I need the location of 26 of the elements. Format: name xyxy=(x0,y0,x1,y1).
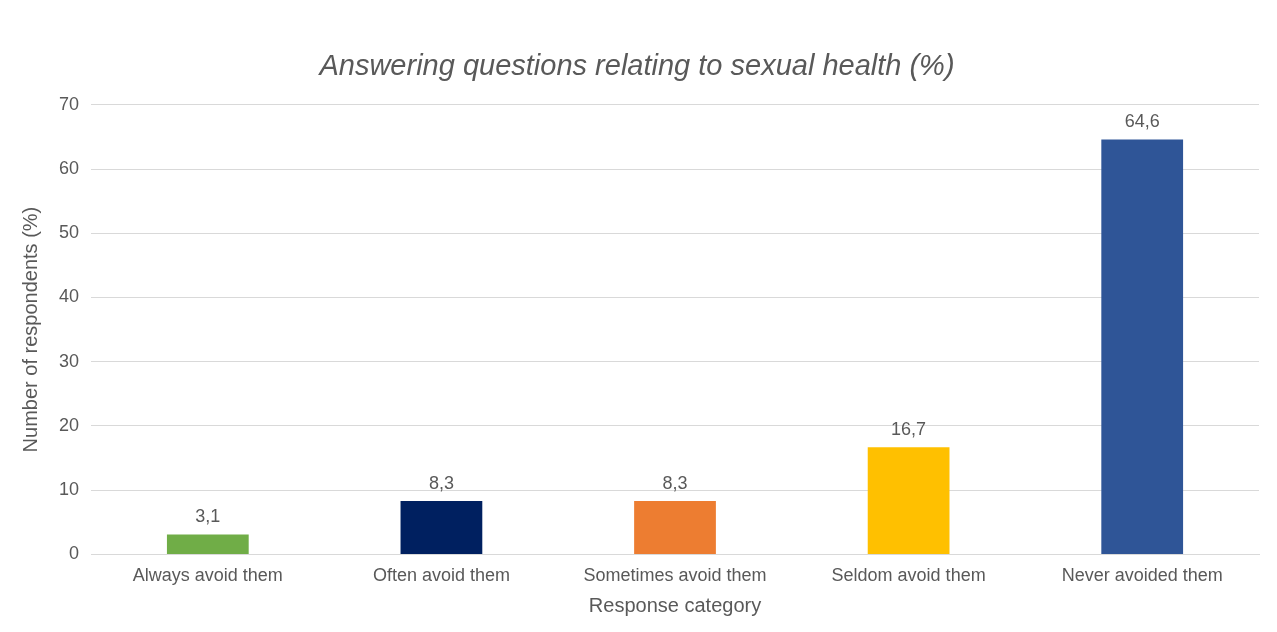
y-tick-label: 30 xyxy=(58,350,80,371)
bar xyxy=(166,534,249,554)
x-tick-label: Seldom avoid them xyxy=(831,565,986,586)
y-tick-label: 70 xyxy=(58,93,80,114)
x-tick-label: Always avoid them xyxy=(132,565,283,586)
x-tick-label: Often avoid them xyxy=(372,565,510,586)
y-tick-label: 20 xyxy=(58,414,80,435)
chart-title: Answering questions relating to sexual health (%) xyxy=(317,49,955,82)
bar xyxy=(867,447,950,554)
x-tick-label: Sometimes avoid them xyxy=(583,565,767,586)
y-tick-label: 10 xyxy=(58,479,80,500)
y-axis-title: Number of respondents (%) xyxy=(18,206,41,453)
data-label: 8,3 xyxy=(662,473,688,494)
data-label: 16,7 xyxy=(891,419,927,440)
bar xyxy=(634,501,716,554)
y-tick-label: 50 xyxy=(58,222,80,243)
data-label: 64,6 xyxy=(1124,111,1160,132)
bar xyxy=(400,501,483,554)
data-label: 3,1 xyxy=(195,506,221,527)
x-axis-title: Response category xyxy=(588,593,762,616)
x-tick-label: Never avoided them xyxy=(1061,565,1223,586)
data-label: 8,3 xyxy=(428,473,454,494)
y-tick-label: 0 xyxy=(69,543,80,564)
bar xyxy=(1101,139,1184,554)
y-tick-label: 60 xyxy=(58,158,80,178)
y-tick-label: 40 xyxy=(58,286,80,307)
